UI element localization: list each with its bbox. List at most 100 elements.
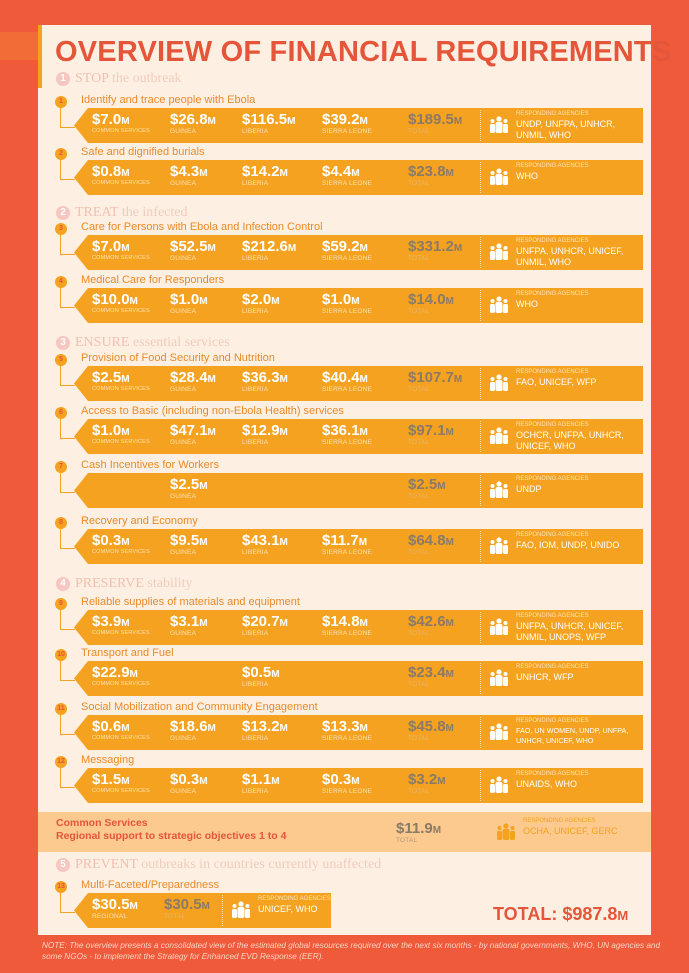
amount-total: $23.4M TOTAL (408, 664, 454, 688)
item-label: Care for Persons with Ebola and Infectio… (81, 221, 323, 233)
connector-line (60, 891, 75, 913)
people-icon (490, 427, 508, 444)
amount-total: $2.5M TOTAL (408, 476, 446, 500)
requirement-bar: $22.9M COMMON SERVICES $0.5M LIBERIA $23… (74, 661, 643, 696)
grand-total: TOTAL: $987.8M (493, 904, 629, 924)
requirement-bar: $0.6M COMMON SERVICES $18.6M GUINEA $13.… (74, 715, 643, 750)
connector-line (60, 713, 75, 735)
requirement-bar: $3.9M COMMON SERVICES $3.1M GUINEA $20.7… (74, 610, 643, 645)
section-number-badge: 4 (56, 577, 70, 591)
common-services-subtitle: Regional support to strategic objectives… (56, 830, 287, 842)
item-number-badge: 8 (55, 517, 67, 529)
people-icon (490, 537, 508, 554)
requirement-bar: $30.5M REGIONAL $30.5M TOTAL RESPONDING … (74, 893, 331, 928)
connector-line (60, 417, 75, 439)
amount-guinea: $4.3M GUINEA (170, 163, 208, 187)
amount-guinea: $2.5M GUINEA (170, 476, 208, 500)
amount-common: $22.9M COMMON SERVICES (92, 664, 150, 687)
amount-total: $331.2M TOTAL (408, 238, 463, 262)
item-label: Identify and trace people with Ebola (81, 94, 256, 106)
item-number-badge: 2 (55, 148, 67, 160)
amount-guinea: $0.3M GUINEA (170, 771, 208, 795)
section-number-badge: 2 (56, 206, 70, 220)
amount-total: $23.8M TOTAL (408, 163, 454, 187)
amount-total: $3.2M TOTAL (408, 771, 446, 795)
agencies-divider (480, 475, 481, 506)
item-label: Access to Basic (including non-Ebola Hea… (81, 405, 344, 417)
connector-line (60, 364, 75, 386)
amount-liberia: $0.5M LIBERIA (242, 664, 280, 688)
connector-line (60, 106, 75, 128)
agencies-divider (480, 237, 481, 268)
amount-guinea: $18.6M GUINEA (170, 718, 216, 742)
section-subtitle: stability (143, 576, 193, 591)
amount-liberia: $36.3M LIBERIA (242, 369, 288, 393)
amount-common: $1.0M COMMON SERVICES (92, 422, 150, 445)
section-heading-3: 3 ENSURE essential services (56, 335, 230, 351)
people-icon (232, 901, 250, 918)
requirement-bar: $1.0M COMMON SERVICES $47.1M GUINEA $12.… (74, 419, 643, 454)
amount-guinea: $3.1M GUINEA (170, 613, 208, 637)
amount-total: $30.5M TOTAL (164, 896, 210, 920)
item-label: Reliable supplies of materials and equip… (81, 596, 300, 608)
section-keyword: PREVENT (75, 857, 138, 872)
amount-total: $97.1M TOTAL (408, 422, 454, 446)
amount-common: $0.8M COMMON SERVICES (92, 163, 150, 186)
amount-guinea: $9.5M GUINEA (170, 532, 208, 556)
agencies-divider (480, 717, 481, 748)
agencies-divider (480, 531, 481, 562)
amount-liberia: $13.2M LIBERIA (242, 718, 288, 742)
amount-common: $1.5M COMMON SERVICES (92, 771, 150, 794)
requirement-bar: $7.0M COMMON SERVICES $52.5M GUINEA $212… (74, 235, 643, 270)
agencies-divider (480, 290, 481, 321)
amount-sierra: $0.3M SIERRA LEONE (322, 771, 373, 795)
requirement-bar: $0.3M COMMON SERVICES $9.5M GUINEA $43.1… (74, 529, 643, 564)
connector-line (60, 286, 75, 308)
requirement-bar: $7.0M COMMON SERVICES $26.8M GUINEA $116… (74, 108, 643, 143)
common-services-title: Common Services (56, 817, 148, 829)
amount-sierra: $14.8M SIERRA LEONE (322, 613, 373, 637)
people-icon (490, 669, 508, 686)
item-label: Provision of Food Security and Nutrition (81, 352, 275, 364)
amount-sierra: $40.4M SIERRA LEONE (322, 369, 373, 393)
item-number-badge: 11 (55, 703, 67, 715)
agencies-divider (480, 162, 481, 193)
section-keyword: PRESERVE (75, 576, 144, 591)
people-icon (490, 296, 508, 313)
item-number-badge: 1 (55, 96, 67, 108)
amount-common: $0.3M COMMON SERVICES (92, 532, 150, 555)
item-number-badge: 9 (55, 598, 67, 610)
section-heading-2: 2 TREAT the infected (56, 205, 188, 221)
common-services-band: Common Services Regional support to stra… (38, 812, 651, 852)
section-number-badge: 1 (56, 72, 70, 86)
agencies-divider (480, 110, 481, 141)
amount-sierra: $59.2M SIERRA LEONE (322, 238, 373, 262)
amount-guinea: $1.0M GUINEA (170, 291, 208, 315)
amount-liberia: $212.6M LIBERIA (242, 238, 297, 262)
amount-total: $45.8M TOTAL (408, 718, 454, 742)
section-keyword: TREAT (75, 205, 119, 220)
item-number-badge: 10 (55, 649, 67, 661)
item-label: Social Mobilization and Community Engage… (81, 701, 318, 713)
section-heading-5: 5 PREVENT outbreaks in countries currentl… (56, 857, 381, 873)
amount-common: $7.0M COMMON SERVICES (92, 111, 150, 134)
section-heading-1: 1 STOP the outbreak (56, 71, 182, 87)
amount-liberia: $14.2M LIBERIA (242, 163, 288, 187)
people-icon (490, 168, 508, 185)
amount-common: $0.6M COMMON SERVICES (92, 718, 150, 741)
amount-liberia: $2.0M LIBERIA (242, 291, 280, 315)
item-number-badge: 7 (55, 461, 67, 473)
amount-sierra: $36.1M SIERRA LEONE (322, 422, 373, 446)
amount-sierra: $1.0M SIERRA LEONE (322, 291, 373, 315)
section-subtitle: the outbreak (108, 71, 182, 86)
connector-line (60, 608, 75, 630)
section-number-badge: 3 (56, 336, 70, 350)
section-number-badge: 5 (56, 858, 70, 872)
item-number-badge: 12 (55, 756, 67, 768)
amount-total: $64.8M TOTAL (408, 532, 454, 556)
amount-guinea: $47.1M GUINEA (170, 422, 216, 446)
section-subtitle: outbreaks in countries currently unaffec… (137, 857, 382, 872)
people-icon (497, 823, 515, 840)
item-number-badge: 6 (55, 407, 67, 419)
agencies-divider (480, 421, 481, 452)
